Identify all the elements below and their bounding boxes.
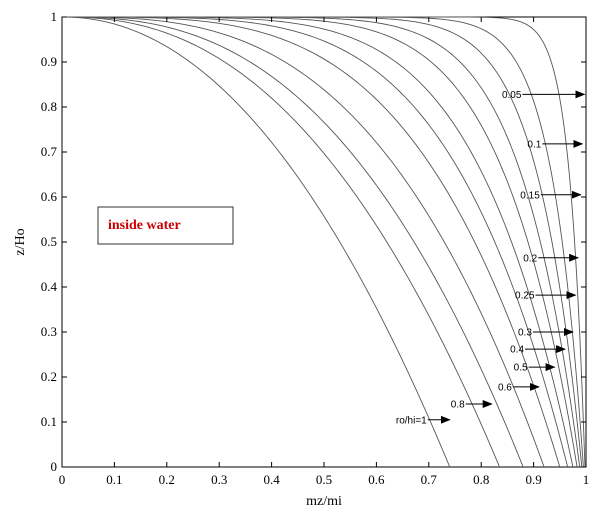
y-tick-label: 0.6 — [41, 189, 58, 204]
curve-label-5: 0.4 — [510, 345, 524, 356]
y-tick-label: 0.2 — [41, 369, 57, 384]
note-text: inside water — [108, 218, 181, 233]
curve-line-3 — [62, 16, 545, 468]
note-box — [97, 206, 234, 245]
x-tick-label: 0.7 — [421, 472, 438, 487]
x-tick-label: 1 — [583, 472, 590, 487]
y-tick-label: 0 — [51, 459, 58, 474]
curve-label-10: 0.1 — [527, 139, 541, 150]
curve-label-8: 0.2 — [523, 253, 537, 264]
curve-label-7: 0.25 — [515, 291, 535, 302]
y-tick-label: 0.1 — [41, 414, 57, 429]
y-tick-label: 0.7 — [41, 144, 58, 159]
x-tick-label: 0.4 — [263, 472, 280, 487]
curve-line-6 — [62, 16, 574, 468]
curve-annotations: ro/hi=1 0.8 0.60.5 0.4 0.3 0.25 0.2 0.15 0.1 0.05 — [396, 90, 586, 426]
y-tick-label: 0.4 — [41, 279, 58, 294]
x-tick-label: 0.9 — [525, 472, 541, 487]
x-axis-ticks: 0 0.1 0.2 0.3 0.4 0.5 0.6 0.7 0.8 0.9 1 — [59, 17, 590, 487]
y-tick-label: 1 — [51, 9, 58, 24]
y-tick-label: 0.5 — [41, 234, 57, 249]
inside-water-note: inside water — [97, 206, 234, 245]
curve-label-3: 0.6 — [498, 382, 512, 393]
curve-label-11: 0.05 — [502, 90, 522, 101]
y-tick-label: 0.8 — [41, 99, 57, 114]
y-axis-label: z/Ho — [13, 228, 28, 255]
y-axis-ticks: 00.10.20.30.40.50.60.70.80.91 — [41, 9, 586, 474]
x-tick-label: 0.6 — [368, 472, 385, 487]
y-tick-label: 0.3 — [41, 324, 57, 339]
x-tick-label: 0.2 — [159, 472, 175, 487]
x-tick-label: 0.8 — [473, 472, 489, 487]
curve-line-2 — [61, 16, 524, 468]
curve-line-4 — [62, 16, 561, 468]
curve-label-1: 0.8 — [451, 400, 465, 411]
curve-label-4: 0.5 — [514, 363, 528, 374]
x-tick-label: 0.5 — [316, 472, 332, 487]
curve-label-0: ro/hi=1 — [396, 415, 427, 426]
curve-label-9: 0.15 — [520, 190, 540, 201]
curve-line-0 — [61, 16, 451, 468]
curve-line-11 — [62, 16, 586, 468]
curve-line-1 — [61, 16, 500, 468]
y-tick-label: 0.9 — [41, 54, 57, 69]
x-axis-label: mz/mi — [306, 494, 342, 509]
curves-group — [61, 16, 586, 468]
x-tick-label: 0 — [59, 472, 66, 487]
curve-line-5 — [62, 16, 569, 468]
x-tick-label: 0.1 — [106, 472, 122, 487]
x-tick-label: 0.3 — [211, 472, 227, 487]
curve-label-6: 0.3 — [518, 328, 532, 339]
